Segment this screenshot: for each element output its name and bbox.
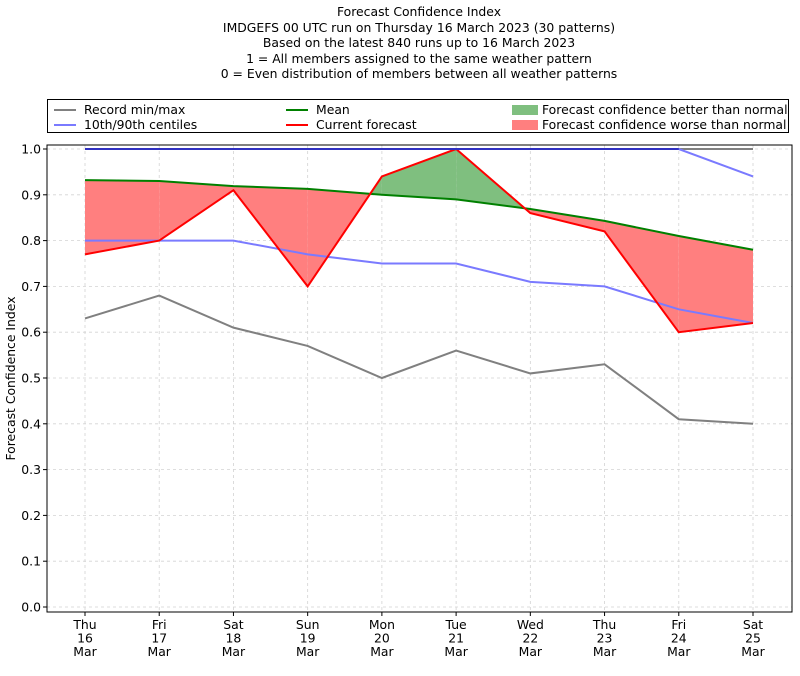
y-tick-label: 0.6 bbox=[21, 325, 41, 340]
fill-worse-segment bbox=[530, 208, 605, 232]
legend-item-centiles: 10th/90th centiles bbox=[54, 117, 197, 132]
y-tick-label: 1.0 bbox=[21, 142, 41, 157]
y-tick-label: 0.4 bbox=[21, 416, 41, 431]
x-tick-label: Mar bbox=[444, 644, 468, 659]
fill-worse-segment bbox=[159, 181, 234, 241]
x-tick-label: Fri bbox=[671, 617, 686, 632]
x-tick-label: Mar bbox=[370, 644, 394, 659]
x-tick-label: 17 bbox=[151, 631, 167, 646]
x-axis-ticks: Thu16MarFri17MarSat18MarSun19MarMon20Mar… bbox=[72, 612, 766, 659]
legend-swatch-current bbox=[286, 123, 308, 126]
legend-label-mean: Mean bbox=[316, 102, 350, 117]
y-tick-label: 0.9 bbox=[21, 187, 41, 202]
legend-item-worse: Forecast confidence worse than normal bbox=[512, 117, 786, 132]
legend-swatch-mean bbox=[286, 108, 308, 111]
x-tick-label: 19 bbox=[300, 631, 316, 646]
legend-label-current: Current forecast bbox=[316, 117, 417, 132]
x-tick-label: Mar bbox=[73, 644, 97, 659]
x-tick-label: 22 bbox=[522, 631, 538, 646]
fill-worse-segment bbox=[678, 236, 753, 333]
x-tick-label: Wed bbox=[517, 617, 544, 632]
y-tick-label: 0.2 bbox=[21, 508, 41, 523]
legend-swatch-better bbox=[512, 104, 538, 115]
x-tick-label: Sun bbox=[296, 617, 320, 632]
chart-title: Forecast Confidence Index bbox=[336, 4, 502, 19]
y-axis-ticks: 0.0 0.1 0.2 0.3 0.4 0.5 0.6 0.7 0.8 0.9 1.0 bbox=[21, 142, 47, 615]
legend-swatch-worse bbox=[512, 119, 538, 130]
x-tick-label: Mar bbox=[519, 644, 543, 659]
chart-subtitle-2: Based on the latest 840 runs up to 16 Ma… bbox=[262, 35, 576, 51]
legend-item-current: Current forecast bbox=[286, 117, 417, 132]
legend-label-worse: Forecast confidence worse than normal bbox=[542, 117, 787, 132]
x-tick-label: Thu bbox=[72, 617, 96, 632]
chart-title-block: Forecast Confidence Index IMDGEFS 00 UTC… bbox=[0, 4, 800, 82]
x-tick-label: Mar bbox=[667, 644, 691, 659]
series-lines bbox=[84, 147, 754, 425]
chart-legend: Record min/max 10th/90th centiles Mean C… bbox=[47, 99, 789, 133]
x-tick-label: 18 bbox=[226, 631, 242, 646]
series-line-mean bbox=[84, 179, 754, 251]
x-tick-label: 20 bbox=[374, 631, 390, 646]
x-tick-label: Mar bbox=[296, 644, 320, 659]
legend-label-better: Forecast confidence better than normal bbox=[542, 102, 788, 117]
x-tick-label: Mar bbox=[741, 644, 765, 659]
x-tick-label: Mon bbox=[369, 617, 395, 632]
fill-better-segment bbox=[381, 149, 457, 200]
chart-subtitle-4: 0 = Even distribution of members between… bbox=[220, 66, 618, 82]
y-tick-label: 0.1 bbox=[21, 554, 41, 569]
legend-swatch-record bbox=[54, 108, 76, 111]
fill-worse-segment bbox=[85, 180, 160, 255]
x-tick-label: Mar bbox=[222, 644, 246, 659]
x-tick-label: Thu bbox=[592, 617, 616, 632]
x-tick-label: Sat bbox=[223, 617, 243, 632]
y-tick-label: 0.0 bbox=[21, 600, 41, 615]
series-line-p10 bbox=[85, 239, 754, 325]
y-axis-label: Forecast Confidence Index bbox=[3, 296, 18, 460]
y-tick-label: 0.5 bbox=[21, 371, 41, 386]
y-tick-label: 0.3 bbox=[21, 462, 41, 477]
x-tick-label: Mar bbox=[593, 644, 617, 659]
legend-item-mean: Mean bbox=[286, 102, 350, 117]
series-line-current bbox=[84, 147, 754, 334]
x-tick-label: Sat bbox=[743, 617, 763, 632]
x-tick-label: 21 bbox=[448, 631, 464, 646]
series-line-record-min bbox=[84, 294, 754, 425]
x-tick-label: Tue bbox=[445, 617, 467, 632]
chart-subtitle-3: 1 = All members assigned to the same wea… bbox=[246, 50, 592, 66]
legend-swatch-centiles bbox=[54, 123, 76, 126]
legend-label-record: Record min/max bbox=[84, 102, 186, 117]
legend-item-record: Record min/max bbox=[54, 102, 185, 117]
x-tick-label: Fri bbox=[152, 617, 167, 632]
x-tick-label: 23 bbox=[597, 631, 613, 646]
x-tick-label: 25 bbox=[745, 631, 761, 646]
x-tick-label: 24 bbox=[671, 631, 687, 646]
legend-label-centiles: 10th/90th centiles bbox=[84, 117, 198, 132]
x-tick-label: Mar bbox=[148, 644, 172, 659]
legend-item-better: Forecast confidence better than normal bbox=[512, 102, 788, 117]
y-tick-label: 0.7 bbox=[21, 279, 41, 294]
x-tick-label: 16 bbox=[77, 631, 93, 646]
y-tick-label: 0.8 bbox=[21, 233, 41, 248]
chart-subtitle-1: IMDGEFS 00 UTC run on Thursday 16 March … bbox=[222, 19, 616, 35]
